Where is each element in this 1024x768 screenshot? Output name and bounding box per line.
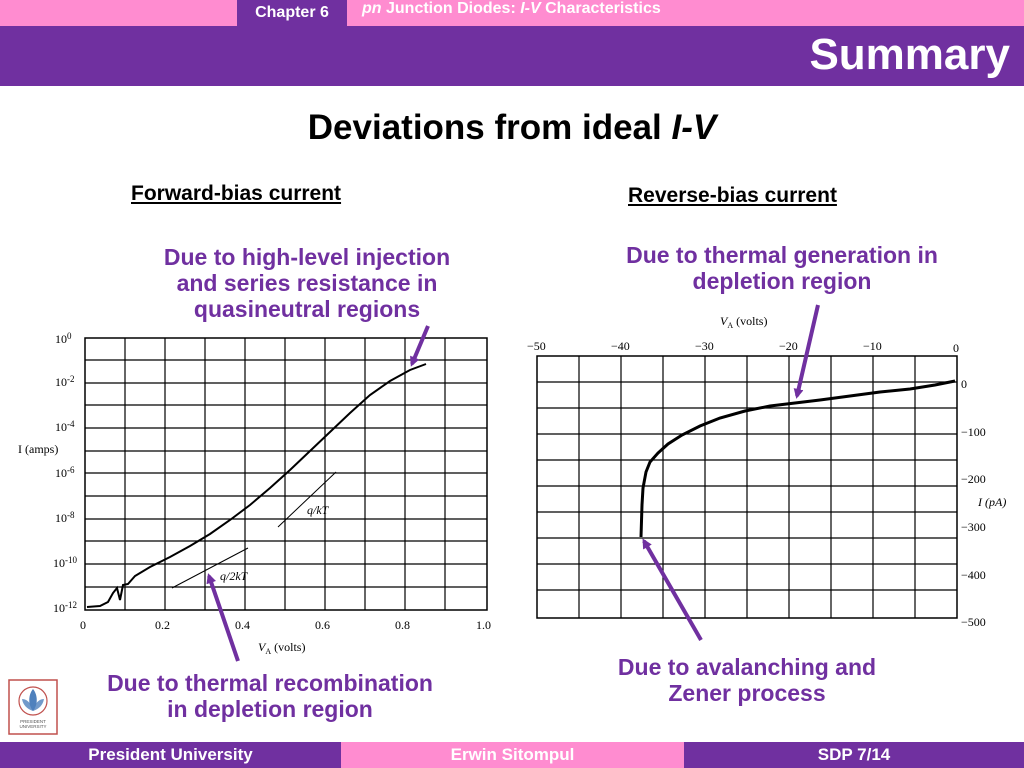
title-mid: Junction Diodes: <box>381 0 521 17</box>
y-tick-label: 10-10 <box>53 555 77 570</box>
forward-bias-plot: 100 10-2 10-4 10-6 10-8 10-10 10-12 I (a… <box>18 331 491 656</box>
note-line: Due to high-level injection <box>163 244 451 270</box>
x-tick-label: −30 <box>695 339 714 353</box>
chapter-title: pn Junction Diodes: I-V Characteristics <box>362 0 661 26</box>
y-tick-label: −400 <box>961 568 986 582</box>
x-tick-label: 0.2 <box>155 618 170 632</box>
university-logo: PRESIDENT UNIVERSITY <box>8 679 58 735</box>
note-line: Zener process <box>668 680 826 706</box>
note-high-level-injection: Due to high-level injection and series r… <box>137 244 477 322</box>
x-tick-label: 1.0 <box>476 618 491 632</box>
reverse-bias-plot: VA (volts) −50 −40 −30 −20 −10 0 0 −100 … <box>527 314 1006 629</box>
x-axis-label: VA (volts) <box>258 640 305 656</box>
x-tick-label: 0.8 <box>395 618 410 632</box>
y-axis-label: I (amps) <box>18 442 58 456</box>
y-tick-label: 0 <box>961 377 967 391</box>
heading-iv: I-V <box>671 108 717 147</box>
x-tick-label: −40 <box>611 339 630 353</box>
note-line: and series resistance in <box>176 270 438 296</box>
note-thermal-recombination: Due to thermal recombination in depletio… <box>70 670 470 722</box>
slope-label-q-kt: q/kT <box>307 503 330 517</box>
reverse-bias-heading: Reverse-bias current <box>628 184 837 207</box>
forward-iv-curve <box>86 363 427 608</box>
title-pn: pn <box>362 0 382 17</box>
arrow-recombination <box>206 573 240 662</box>
note-thermal-generation: Due to thermal generation in depletion r… <box>580 242 984 294</box>
footer-university: President University <box>0 742 341 768</box>
arrow-generation <box>793 304 820 399</box>
y-tick-label: −100 <box>961 425 986 439</box>
note-line: Due to thermal generation in <box>626 242 938 268</box>
title-post: Characteristics <box>540 0 661 17</box>
heading-text: Deviations from ideal <box>307 108 672 147</box>
svg-text:UNIVERSITY: UNIVERSITY <box>19 724 46 729</box>
x-axis-label: VA (volts) <box>720 314 767 330</box>
note-avalanche: Due to avalanching and Zener process <box>577 654 917 706</box>
x-tick-label: −10 <box>863 339 882 353</box>
y-tick-label: 10-6 <box>55 465 75 480</box>
slope-label-q-2kt: q/2kT <box>220 569 249 583</box>
section-title: Summary <box>809 30 1010 79</box>
reverse-iv-curve <box>639 379 956 538</box>
footer-page-number: SDP 7/14 <box>684 742 1024 768</box>
x-tick-label: −50 <box>527 339 546 353</box>
y-tick-label: 100 <box>55 331 72 346</box>
arrow-avalanche <box>642 538 703 641</box>
y-axis-label: I (pA) <box>977 495 1006 509</box>
top-banner <box>0 0 1024 26</box>
title-iv: I-V <box>520 0 541 17</box>
x-tick-label: 0 <box>80 618 86 632</box>
note-line: quasineutral regions <box>193 296 421 322</box>
chapter-label: Chapter 6 <box>237 0 347 26</box>
slide-heading: Deviations from ideal I-V <box>0 108 1024 148</box>
note-line: Due to thermal recombination <box>107 670 433 696</box>
svg-text:PRESIDENT: PRESIDENT <box>20 719 46 724</box>
y-tick-label: 10-8 <box>55 510 75 525</box>
arrow-high-level <box>410 325 430 367</box>
x-tick-label: 0.4 <box>235 618 250 632</box>
section-banner <box>0 26 1024 86</box>
x-tick-label: 0.6 <box>315 618 330 632</box>
y-tick-label: 10-12 <box>53 600 77 615</box>
note-line: in depletion region <box>167 696 373 722</box>
y-tick-label: 10-2 <box>55 374 75 389</box>
y-tick-label: 10-4 <box>55 419 75 434</box>
y-tick-label: −200 <box>961 472 986 486</box>
y-tick-label: −300 <box>961 520 986 534</box>
note-line: Due to avalanching and <box>617 654 877 680</box>
x-tick-label: 0 <box>953 341 959 355</box>
note-line: depletion region <box>692 268 872 294</box>
x-tick-label: −20 <box>779 339 798 353</box>
y-tick-label: −500 <box>961 615 986 629</box>
footer-author: Erwin Sitompul <box>341 742 684 768</box>
forward-bias-heading: Forward-bias current <box>131 182 342 205</box>
